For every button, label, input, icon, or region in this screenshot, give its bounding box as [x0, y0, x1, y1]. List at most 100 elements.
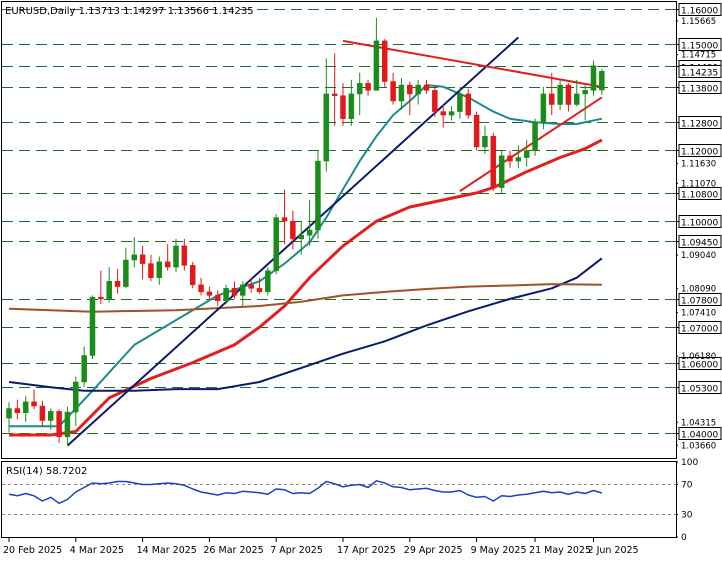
candle-body: [48, 411, 54, 421]
candle-body: [206, 291, 213, 296]
candle-body: [273, 217, 279, 271]
candle-body: [198, 284, 204, 293]
price-scale-label: 1.08090: [681, 285, 716, 295]
price-level-label: 1.12800: [681, 120, 718, 130]
price-level-label: 1.16000: [681, 7, 718, 17]
price-level-label: 1.04000: [681, 431, 718, 441]
candle-body: [457, 93, 463, 112]
candle-body: [365, 83, 371, 91]
rsi-line: [8, 480, 603, 505]
candle-body: [290, 220, 296, 240]
candle-body: [515, 157, 522, 162]
candle-body: [256, 288, 263, 293]
candle-body: [98, 296, 104, 300]
candle-body: [248, 284, 254, 289]
price-level-label: 1.13800: [681, 85, 718, 95]
candle-body: [114, 281, 121, 287]
rsi-tick-label: 30: [681, 511, 693, 521]
time-label: 26 Mar 2025: [203, 545, 263, 556]
candle-body: [173, 245, 179, 268]
price-levels: [2, 9, 676, 434]
rsi-panel: 100 70 30 0: [2, 458, 698, 543]
candle-body: [340, 95, 346, 119]
candle-body: [223, 288, 229, 301]
candle-body: [64, 411, 71, 438]
candle-body: [56, 411, 62, 438]
rsi-header: RSI(14) 58.7202: [6, 466, 87, 477]
candle-body: [81, 355, 87, 383]
price-scale-label: 1.09040: [681, 251, 716, 261]
time-label: 2 Jun 2025: [588, 545, 639, 556]
price-level-label: 1.07000: [681, 325, 718, 335]
candle-body: [582, 90, 588, 95]
candle-body: [306, 229, 313, 236]
price-level-label: 1.15000: [681, 42, 718, 52]
moving-average-line-0: [9, 84, 603, 428]
candle-body: [356, 83, 363, 95]
price-level-label: 1.10800: [681, 191, 718, 201]
current-price-box: [678, 64, 722, 78]
rsi-panel-frame: [1, 461, 677, 538]
price-level-label: 1.10000: [681, 219, 718, 229]
candle-body: [31, 401, 37, 407]
candle-body: [323, 93, 330, 162]
price-level-label: 1.05300: [681, 385, 718, 395]
candle-body: [281, 217, 288, 222]
candle-body: [532, 121, 538, 151]
time-label: 9 May 2025: [471, 545, 527, 556]
candle-body: [189, 265, 196, 286]
candle-body: [240, 284, 246, 296]
time-label: 14 Mar 2025: [137, 545, 197, 556]
candle-body: [540, 93, 547, 123]
price-scale-label: 1.14715: [681, 50, 716, 60]
candle-body: [89, 296, 96, 356]
candle-body: [231, 288, 238, 296]
candle-body: [590, 65, 597, 91]
candle-body: [22, 401, 29, 414]
candle-body: [181, 245, 188, 266]
candle-body: [315, 160, 321, 231]
rsi-tick-label: 0: [681, 533, 687, 543]
price-axis: 1.160001.150001.144001.138001.128001.120…: [676, 3, 722, 451]
price-scale-label: 1.15665: [681, 17, 716, 27]
price-panel-frame: [1, 1, 677, 459]
candles: [6, 17, 605, 446]
candle-body: [415, 84, 421, 95]
symbol-header: EURUSD,Daily 1.13713 1.14297 1.13566 1.1…: [5, 6, 254, 17]
time-axis: 20 Feb 2025 4 Mar 2025 14 Mar 2025 26 Mar 2…: [3, 538, 639, 556]
price-level-label: 1.12000: [681, 148, 718, 158]
candle-body: [498, 155, 505, 188]
price-level-label: 1.06000: [681, 361, 718, 371]
candle-body: [139, 254, 146, 264]
candle-body: [398, 84, 405, 102]
price-scale-label: 1.11630: [681, 160, 716, 170]
candle-body: [599, 71, 605, 91]
candle-body: [148, 263, 154, 278]
candle-body: [131, 254, 137, 261]
rsi-tick-label: 100: [681, 458, 698, 468]
time-label: 7 Apr 2025: [270, 545, 323, 556]
candle-body: [265, 270, 271, 293]
candle-body: [39, 405, 46, 421]
price-scale-label: 1.07410: [681, 309, 716, 319]
time-label: 4 Mar 2025: [70, 545, 124, 556]
candle-body: [390, 81, 396, 102]
candle-body: [382, 40, 388, 82]
candle-body: [432, 90, 438, 112]
candle-body: [549, 93, 555, 105]
candle-body: [298, 235, 304, 240]
candle-body: [574, 93, 580, 105]
time-label: 29 Apr 2025: [404, 545, 463, 556]
current-price-label: 1.14235: [681, 68, 718, 78]
candle-body: [215, 295, 221, 301]
time-label: 21 May 2025: [529, 545, 591, 556]
candle-body: [565, 84, 572, 105]
time-label: 17 Apr 2025: [337, 545, 396, 556]
candle-body: [523, 150, 530, 158]
time-label: 20 Feb 2025: [3, 545, 62, 556]
rsi-tick-label: 70: [681, 481, 693, 491]
candle-body: [490, 136, 497, 188]
candle-body: [557, 84, 563, 105]
candle-body: [123, 259, 129, 287]
